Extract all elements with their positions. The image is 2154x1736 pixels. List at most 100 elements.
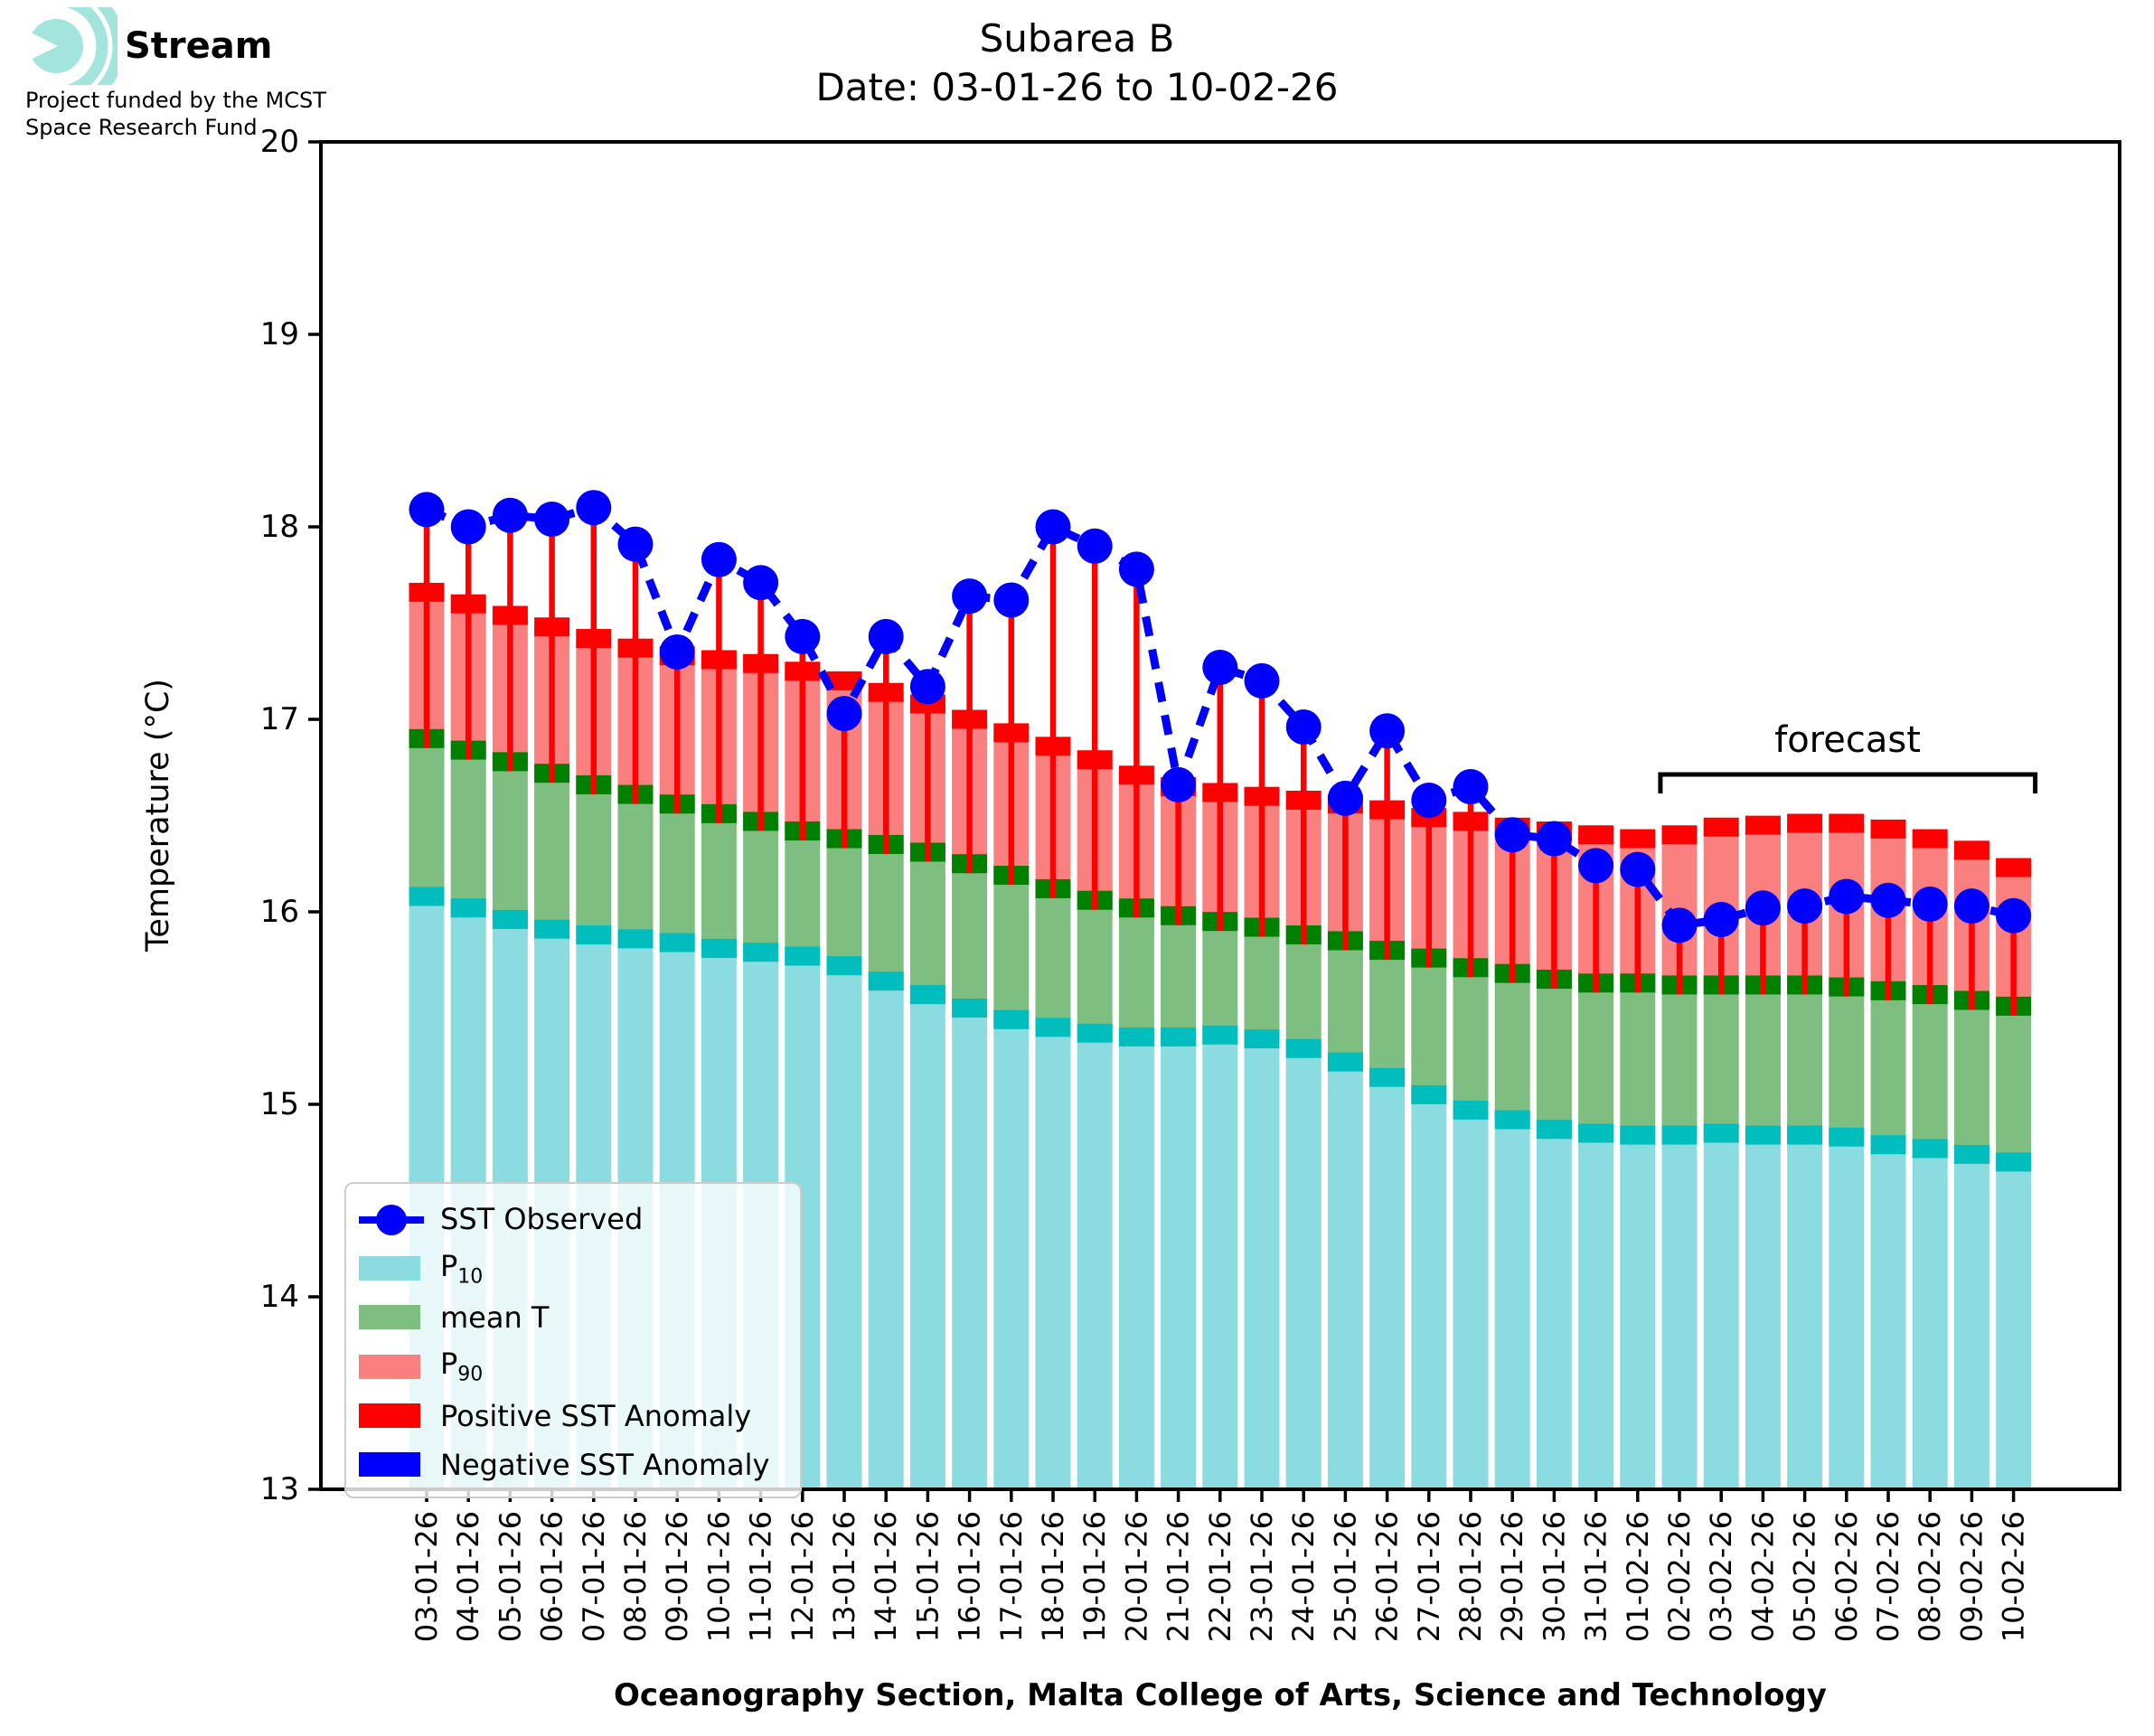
p10-marker-cap bbox=[1118, 1027, 1154, 1046]
p10-marker-cap bbox=[1327, 1052, 1363, 1072]
x-tick-label: 05-02-26 bbox=[1788, 1511, 1822, 1642]
p10-marker-cap bbox=[1453, 1100, 1489, 1120]
legend-color-swatch bbox=[359, 1403, 420, 1429]
sst-observed-dot bbox=[1411, 782, 1447, 818]
sst-observed-dot bbox=[1620, 851, 1656, 887]
chart-title-line1: Subarea B bbox=[979, 16, 1175, 61]
x-tick-label: 24-01-26 bbox=[1286, 1511, 1321, 1642]
x-tick-label: 23-01-26 bbox=[1245, 1511, 1279, 1642]
funding-line-2: Space Research Fund bbox=[25, 115, 258, 140]
x-tick-label: 20-01-26 bbox=[1119, 1511, 1153, 1642]
sst-observed-dot bbox=[1285, 709, 1322, 746]
x-tick-label: 07-01-26 bbox=[577, 1511, 611, 1642]
sst-observed-dot bbox=[1494, 817, 1530, 853]
p10-marker-cap bbox=[868, 971, 904, 991]
sst-observed-dot bbox=[659, 633, 695, 670]
bar-mean-band bbox=[952, 863, 988, 1009]
bar-p10-band bbox=[1912, 1148, 1948, 1489]
x-tick-label: 09-02-26 bbox=[1954, 1511, 1989, 1642]
funding-line-1: Project funded by the MCST bbox=[25, 88, 326, 113]
x-tick-label: 03-01-26 bbox=[409, 1511, 444, 1642]
p10-marker-cap bbox=[1202, 1025, 1238, 1045]
bar-mean-band bbox=[576, 784, 612, 935]
sst-observed-dot bbox=[1996, 897, 2032, 934]
sst-observed-dot bbox=[743, 565, 779, 601]
x-tick-label: 10-01-26 bbox=[701, 1511, 736, 1642]
brand-name: Stream bbox=[125, 25, 273, 67]
sst-observed-dot bbox=[576, 490, 612, 526]
p10-marker-cap bbox=[826, 956, 862, 976]
sst-observed-dot bbox=[1661, 907, 1698, 943]
x-tick-label: 15-01-26 bbox=[910, 1511, 945, 1642]
chart-title: Subarea B Date: 03-01-26 to 10-02-26 bbox=[0, 14, 2154, 112]
p10-marker-cap bbox=[1996, 1152, 2032, 1172]
x-tick-label: 14-01-26 bbox=[869, 1511, 903, 1642]
sst-observed-dot bbox=[868, 618, 904, 654]
bar-p10-band bbox=[1285, 1048, 1322, 1489]
x-tick-label: 21-01-26 bbox=[1162, 1511, 1196, 1642]
x-tick-label: 01-02-26 bbox=[1621, 1511, 1655, 1642]
bar-p10-band bbox=[1411, 1094, 1447, 1489]
p10-marker-cap bbox=[743, 943, 779, 962]
x-tick-label: 08-01-26 bbox=[618, 1511, 653, 1642]
p10-marker-cap bbox=[1494, 1110, 1530, 1130]
p90-marker-cap bbox=[1620, 829, 1656, 849]
p10-marker-cap bbox=[701, 938, 737, 958]
x-tick-label: 05-01-26 bbox=[493, 1511, 527, 1642]
bar-mean-band bbox=[450, 750, 486, 908]
sst-observed-dot bbox=[1578, 848, 1614, 884]
p90-marker-cap bbox=[1703, 817, 1739, 837]
bar-mean-band bbox=[1578, 982, 1614, 1133]
x-tick-label: 08-02-26 bbox=[1913, 1511, 1947, 1642]
p10-marker-cap bbox=[659, 933, 695, 952]
x-tick-label: 10-02-26 bbox=[1997, 1511, 2031, 1642]
bar-mean-band bbox=[1244, 927, 1280, 1039]
x-tick-label: 17-01-26 bbox=[994, 1511, 1029, 1642]
legend-item: SST Observed bbox=[359, 1196, 800, 1242]
bar-p10-band bbox=[1494, 1120, 1530, 1489]
x-tick-label: 12-01-26 bbox=[785, 1511, 820, 1642]
sst-observed-dot bbox=[1077, 528, 1113, 564]
sst-observed-dot bbox=[1870, 882, 1906, 918]
x-tick-label: 31-01-26 bbox=[1579, 1511, 1613, 1642]
bar-p10-band bbox=[1369, 1077, 1406, 1489]
p10-marker-cap bbox=[576, 925, 612, 945]
bar-p10-band bbox=[1829, 1137, 1865, 1489]
sst-observed-dot bbox=[1829, 878, 1865, 915]
sst-observed-dot bbox=[409, 492, 445, 528]
bar-p10-band bbox=[1953, 1154, 1989, 1489]
legend-item-label: Positive SST Anomaly bbox=[440, 1398, 752, 1433]
p10-marker-cap bbox=[534, 919, 570, 939]
bar-mean-band bbox=[1494, 973, 1530, 1121]
y-axis-label: Temperature (°C) bbox=[140, 678, 176, 952]
legend-item: mean T bbox=[359, 1295, 800, 1340]
p10-marker-cap bbox=[1035, 1018, 1071, 1037]
p10-marker-cap bbox=[1661, 1125, 1698, 1145]
sst-observed-dot bbox=[617, 526, 654, 562]
x-tick-label: 30-01-26 bbox=[1537, 1511, 1571, 1642]
bar-p10-band bbox=[1453, 1110, 1489, 1489]
sst-observed-dot bbox=[1536, 821, 1572, 857]
bar-p10-band bbox=[1327, 1062, 1363, 1489]
bar-p10-band bbox=[1661, 1135, 1698, 1489]
bar-mean-band bbox=[1118, 907, 1154, 1037]
p10-marker-cap bbox=[450, 898, 486, 918]
p10-marker-cap bbox=[1578, 1123, 1614, 1143]
x-tick-label: 19-01-26 bbox=[1077, 1511, 1112, 1642]
x-tick-label: 07-02-26 bbox=[1871, 1511, 1905, 1642]
p90-marker-cap bbox=[1870, 819, 1906, 839]
bar-p10-band bbox=[1787, 1135, 1823, 1489]
bar-p10-band bbox=[826, 965, 862, 1489]
bar-p10-band bbox=[1536, 1129, 1572, 1489]
p10-marker-cap bbox=[1703, 1123, 1739, 1143]
bar-mean-band bbox=[1161, 915, 1197, 1037]
y-tick-label: 13 bbox=[260, 1471, 299, 1507]
bar-mean-band bbox=[826, 839, 862, 966]
legend-color-swatch bbox=[359, 1452, 420, 1478]
p10-marker-cap bbox=[1870, 1135, 1906, 1155]
bar-mean-band bbox=[701, 813, 737, 949]
bar-mean-band bbox=[409, 738, 445, 896]
bar-mean-band bbox=[1285, 934, 1322, 1049]
x-tick-label: 06-01-26 bbox=[535, 1511, 569, 1642]
